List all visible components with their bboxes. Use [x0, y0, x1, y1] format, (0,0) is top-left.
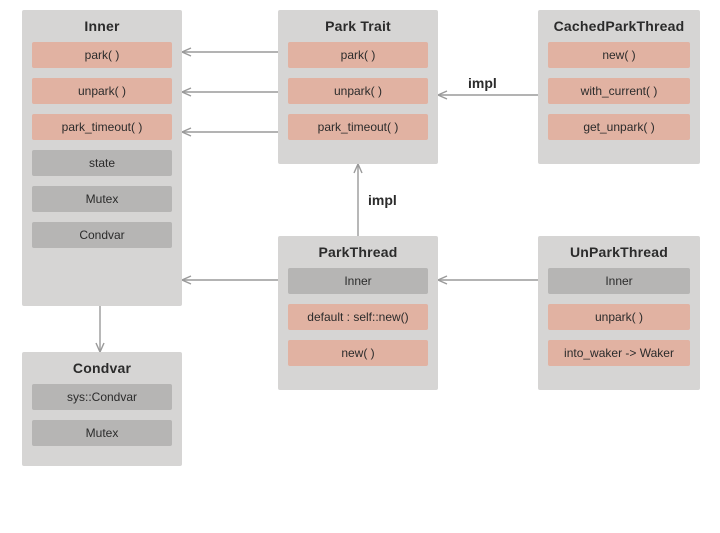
condvar-sys: sys::Condvar — [32, 384, 172, 410]
box-cached-park-thread: CachedParkThread new( ) with_current( ) … — [538, 10, 700, 164]
arrowhead-icon — [354, 164, 362, 173]
box-inner-title: Inner — [32, 18, 172, 34]
box-park-trait: Park Trait park( ) unpark( ) park_timeou… — [278, 10, 438, 164]
cached-new: new( ) — [548, 42, 690, 68]
box-unpark-thread: UnParkThread Inner unpark( ) into_waker … — [538, 236, 700, 390]
arrowhead-icon — [438, 91, 447, 99]
trait-unpark: unpark( ) — [288, 78, 428, 104]
unparkthread-into-waker: into_waker -> Waker — [548, 340, 690, 366]
arrowhead-icon — [182, 128, 191, 136]
box-cached-title: CachedParkThread — [548, 18, 690, 34]
inner-mutex: Mutex — [32, 186, 172, 212]
inner-park-timeout: park_timeout( ) — [32, 114, 172, 140]
arrowhead-icon — [182, 48, 191, 56]
inner-state: state — [32, 150, 172, 176]
condvar-mutex: Mutex — [32, 420, 172, 446]
arrowhead-icon — [182, 88, 191, 96]
box-park-thread-title: ParkThread — [288, 244, 428, 260]
edge-label-impl-parkthread: impl — [368, 192, 397, 208]
trait-park: park( ) — [288, 42, 428, 68]
arrowhead-icon — [96, 343, 104, 352]
parkthread-default: default : self::new() — [288, 304, 428, 330]
trait-park-timeout: park_timeout( ) — [288, 114, 428, 140]
box-park-thread: ParkThread Inner default : self::new() n… — [278, 236, 438, 390]
unparkthread-unpark: unpark( ) — [548, 304, 690, 330]
box-park-trait-title: Park Trait — [288, 18, 428, 34]
arrowhead-icon — [438, 276, 447, 284]
box-condvar: Condvar sys::Condvar Mutex — [22, 352, 182, 466]
inner-unpark: unpark( ) — [32, 78, 172, 104]
box-inner: Inner park( ) unpark( ) park_timeout( ) … — [22, 10, 182, 306]
box-condvar-title: Condvar — [32, 360, 172, 376]
inner-condvar: Condvar — [32, 222, 172, 248]
parkthread-inner: Inner — [288, 268, 428, 294]
parkthread-new: new( ) — [288, 340, 428, 366]
cached-get-unpark: get_unpark( ) — [548, 114, 690, 140]
box-unpark-thread-title: UnParkThread — [548, 244, 690, 260]
edge-label-impl-cached: impl — [468, 75, 497, 91]
cached-with-current: with_current( ) — [548, 78, 690, 104]
inner-park: park( ) — [32, 42, 172, 68]
unparkthread-inner: Inner — [548, 268, 690, 294]
arrowhead-icon — [182, 276, 191, 284]
